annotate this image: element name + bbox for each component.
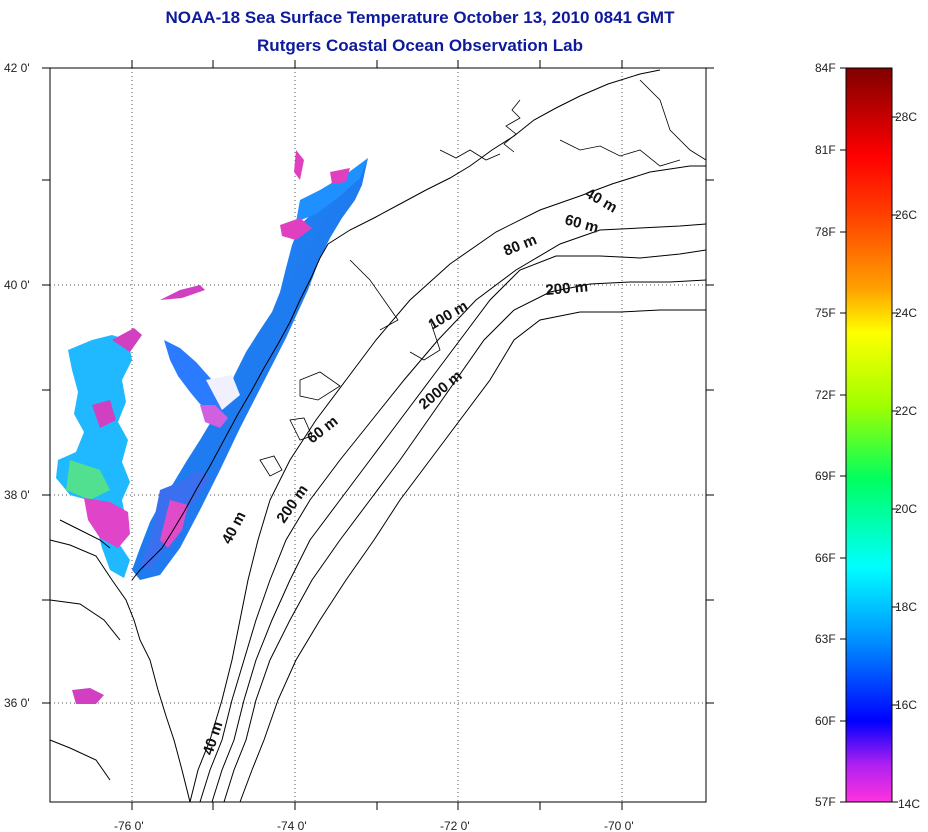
colorbar-f-66: 66F [815,551,836,565]
lon-label-70: -70 0' [604,819,634,832]
colorbar-f-72: 72F [815,388,836,402]
bathymetry-contours [189,165,707,803]
colorbar-f-69: 69F [815,469,836,483]
colorbar-f-81: 81F [815,143,836,157]
map-subtitle: Rutgers Coastal Ocean Observation Lab [257,36,583,55]
colorbar-c-16: 16C [895,698,917,712]
lat-label-42: 42 0' [4,61,30,75]
colorbar-f-63: 63F [815,632,836,646]
map-title: NOAA-18 Sea Surface Temperature October … [165,8,675,27]
colorbar-c-20: 20C [895,502,917,516]
colorbar-c-26: 26C [895,208,917,222]
colorbar-c-14: 14C [898,797,920,811]
contour-label-200m-south: 200 m [273,482,311,527]
colorbar-f-75: 75F [815,306,836,320]
contour-label-2000m: 2000 m [416,367,466,413]
lon-label-72: -72 0' [440,819,470,832]
colorbar-gradient [845,67,893,803]
lat-label-38: 38 0' [4,488,30,502]
contour-label-200m-north: 200 m [545,278,589,299]
colorbar-c-24: 24C [895,306,917,320]
shelf-detail [259,79,707,477]
contour-label-100m: 100 m [426,297,471,333]
axis-ticks [42,60,714,810]
colorbar-f-78: 78F [815,225,836,239]
graticule [50,68,706,802]
colorbar: 84F 81F 78F 75F 72F 69F 66F 63F 60F 57F … [815,61,920,811]
lat-label-40: 40 0' [4,278,30,292]
colorbar-f-60: 60F [815,714,836,728]
colorbar-c-28: 28C [895,110,917,124]
contour-label-40m-mid: 40 m [219,509,250,547]
lat-label-36: 36 0' [4,696,30,710]
colorbar-f-57: 57F [815,795,836,809]
contour-label-60m-north: 60 m [563,211,600,236]
contour-label-40m-north: 40 m [582,185,620,217]
contour-label-80m: 80 m [501,231,539,260]
lon-label-76: -76 0' [114,819,144,832]
colorbar-f-84: 84F [815,61,836,75]
coastline [49,69,661,803]
colorbar-c-22: 22C [895,404,917,418]
contour-label-60m-south: 60 m [304,413,341,447]
map-frame [49,67,707,803]
sst-swath [56,150,368,704]
lon-label-74: -74 0' [277,819,307,832]
colorbar-c-18: 18C [895,600,917,614]
